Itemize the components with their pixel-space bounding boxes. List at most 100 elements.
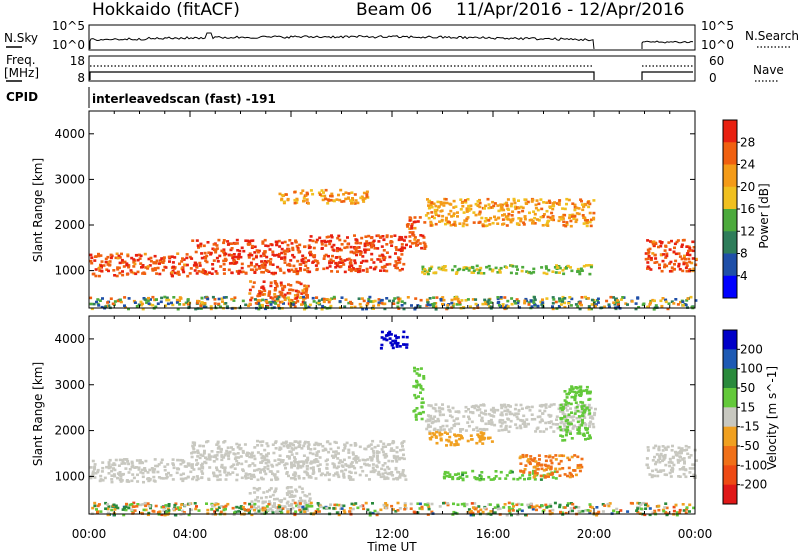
- range-gate-cell: [282, 441, 286, 445]
- range-gate-cell: [453, 224, 457, 227]
- range-gate-cell: [299, 192, 303, 195]
- range-gate-cell: [295, 280, 299, 284]
- range-gate-cell: [353, 442, 357, 445]
- range-gate-cell: [537, 219, 541, 222]
- range-gate-cell: [179, 458, 183, 462]
- range-gate-cell: [97, 304, 101, 307]
- range-gate-cell: [209, 305, 213, 308]
- range-gate-cell: [427, 269, 431, 272]
- range-gate-cell: [213, 248, 216, 251]
- range-gate-cell: [368, 511, 372, 515]
- range-gate-cell: [107, 505, 111, 508]
- range-gate-cell: [231, 471, 235, 474]
- range-gate-cell: [410, 224, 414, 228]
- range-gate-cell: [508, 425, 512, 428]
- range-gate-cell: [524, 513, 527, 517]
- range-gate-cell: [476, 477, 480, 481]
- range-gate-cell: [239, 255, 243, 259]
- range-gate-cell: [515, 298, 519, 301]
- range-gate-cell: [420, 507, 424, 511]
- range-gate-cell: [172, 265, 175, 269]
- range-gate-cell: [224, 259, 227, 262]
- range-gate-cell: [266, 467, 270, 471]
- range-gate-cell: [338, 238, 342, 242]
- range-gate-cell: [327, 235, 331, 239]
- range-gate-cell: [286, 455, 290, 458]
- range-gate-cell: [287, 490, 291, 493]
- range-gate-cell: [196, 244, 200, 247]
- range-gate-cell: [567, 301, 571, 305]
- range-gate-cell: [573, 206, 577, 209]
- range-gate-cell: [590, 303, 594, 306]
- range-gate-cell: [507, 430, 511, 433]
- range-gate-cell: [478, 205, 482, 209]
- range-gate-cell: [682, 256, 686, 260]
- range-gate-cell: [390, 471, 394, 474]
- range-gate-cell: [424, 419, 428, 423]
- range-gate-cell: [462, 222, 466, 225]
- range-gate-cell: [472, 428, 475, 432]
- range-gate-cell: [475, 441, 479, 445]
- range-gate-cell: [576, 267, 580, 271]
- range-gate-cell: [571, 509, 574, 513]
- range-gate-cell: [518, 508, 522, 511]
- range-gate-cell: [531, 458, 535, 462]
- range-gate-cell: [544, 474, 548, 478]
- range-gate-cell: [108, 458, 112, 462]
- range-gate-cell: [138, 459, 142, 462]
- range-gate-cell: [277, 458, 281, 461]
- range-gate-cell: [546, 466, 550, 470]
- range-gate-cell: [442, 428, 446, 431]
- range-gate-cell: [514, 412, 518, 415]
- range-gate-cell: [527, 301, 531, 304]
- range-gate-cell: [332, 456, 335, 459]
- range-gate-cell: [677, 265, 681, 268]
- range-gate-cell: [273, 497, 276, 501]
- range-gate-cell: [472, 211, 476, 214]
- range-gate-cell: [442, 201, 446, 205]
- range-gate-cell: [565, 428, 569, 432]
- range-gate-cell: [368, 456, 372, 459]
- range-gate-cell: [506, 305, 510, 308]
- range-gate-cell: [507, 509, 511, 513]
- range-gate-cell: [445, 474, 449, 478]
- range-gate-cell: [342, 200, 346, 203]
- range-gate-cell: [489, 510, 493, 513]
- range-gate-cell: [380, 245, 384, 248]
- range-gate-cell: [116, 299, 120, 302]
- range-gate-cell: [214, 270, 218, 273]
- range-gate-cell: [332, 243, 336, 247]
- range-gate-cell: [250, 505, 253, 509]
- range-gate-cell: [396, 470, 400, 474]
- range-gate-cell: [516, 301, 520, 305]
- range-gate-cell: [577, 509, 581, 513]
- range-gate-cell: [403, 502, 407, 505]
- range-gate-cell: [205, 457, 209, 461]
- range-gate-cell: [140, 468, 144, 472]
- range-gate-cell: [669, 260, 673, 264]
- range-gate-cell: [254, 498, 258, 502]
- freq-tick-top: 18: [70, 54, 85, 68]
- range-gate-cell: [236, 255, 240, 259]
- range-gate-cell: [246, 242, 250, 246]
- range-gate-cell: [580, 465, 584, 469]
- range-gate-cell: [235, 242, 239, 245]
- range-gate-cell: [534, 206, 538, 210]
- range-gate-cell: [544, 406, 548, 409]
- range-gate-cell: [291, 301, 295, 304]
- range-gate-cell: [124, 508, 128, 512]
- range-gate-cell: [154, 261, 158, 265]
- range-gate-cell: [246, 476, 250, 479]
- range-gate-cell: [329, 503, 333, 506]
- range-gate-cell: [274, 447, 278, 450]
- range-gate-cell: [367, 248, 371, 251]
- range-gate-cell: [514, 423, 518, 426]
- range-gate-cell: [260, 270, 264, 274]
- range-gate-cell: [259, 507, 263, 511]
- range-gate-cell: [588, 220, 592, 224]
- range-gate-cell: [487, 475, 491, 479]
- range-gate-cell: [104, 257, 108, 261]
- range-gate-cell: [603, 305, 607, 309]
- range-gate-cell: [385, 503, 389, 507]
- range-gate-cell: [432, 304, 435, 308]
